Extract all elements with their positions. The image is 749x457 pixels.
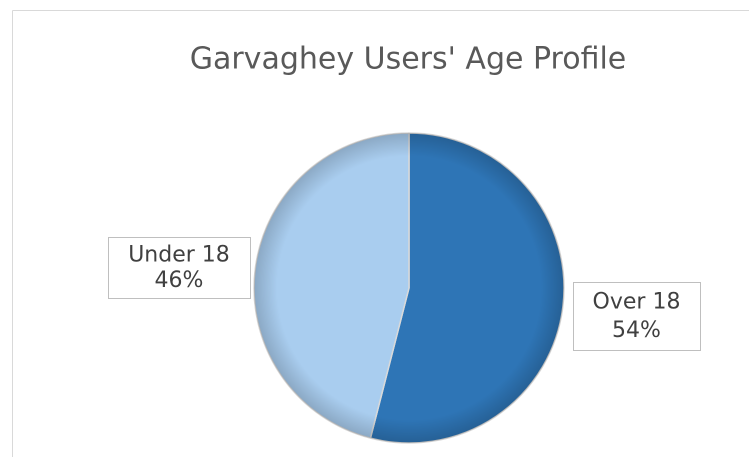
data-label-box [108,237,251,299]
data-label-box [573,282,701,351]
chart-title: Garvaghey Users' Age Profile [190,42,627,77]
data-label-category: Under 18 [128,242,230,267]
data-label-category: Over 18 [593,289,681,314]
data-label-value: 46% [155,268,204,293]
data-label-value: 54% [612,318,661,343]
